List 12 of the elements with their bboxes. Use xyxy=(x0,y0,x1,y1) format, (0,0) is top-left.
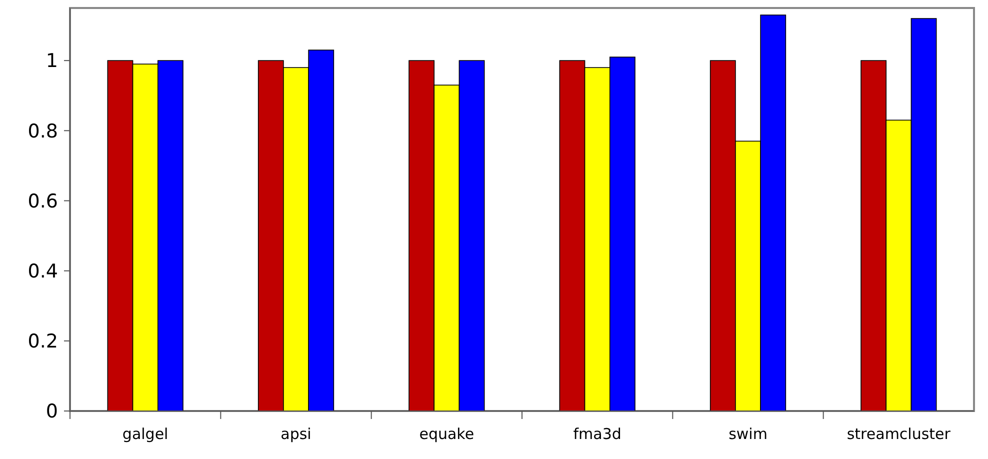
y-tick-label: 0.6 xyxy=(28,190,58,212)
y-tick-label: 1 xyxy=(46,50,58,72)
x-tick-label: swim xyxy=(728,425,768,443)
x-tick-label: apsi xyxy=(280,425,312,443)
y-tick-label: 0.8 xyxy=(28,120,58,142)
y-tick-label: 0.2 xyxy=(28,330,58,353)
x-tick-label: equake xyxy=(419,425,474,443)
x-tick-label: streamcluster xyxy=(846,425,952,443)
y-tick-label: 0.4 xyxy=(28,260,58,282)
x-tick-label: fma3d xyxy=(573,425,622,443)
y-tick-label: 0 xyxy=(46,400,58,423)
x-tick-label: galgel xyxy=(122,425,168,443)
